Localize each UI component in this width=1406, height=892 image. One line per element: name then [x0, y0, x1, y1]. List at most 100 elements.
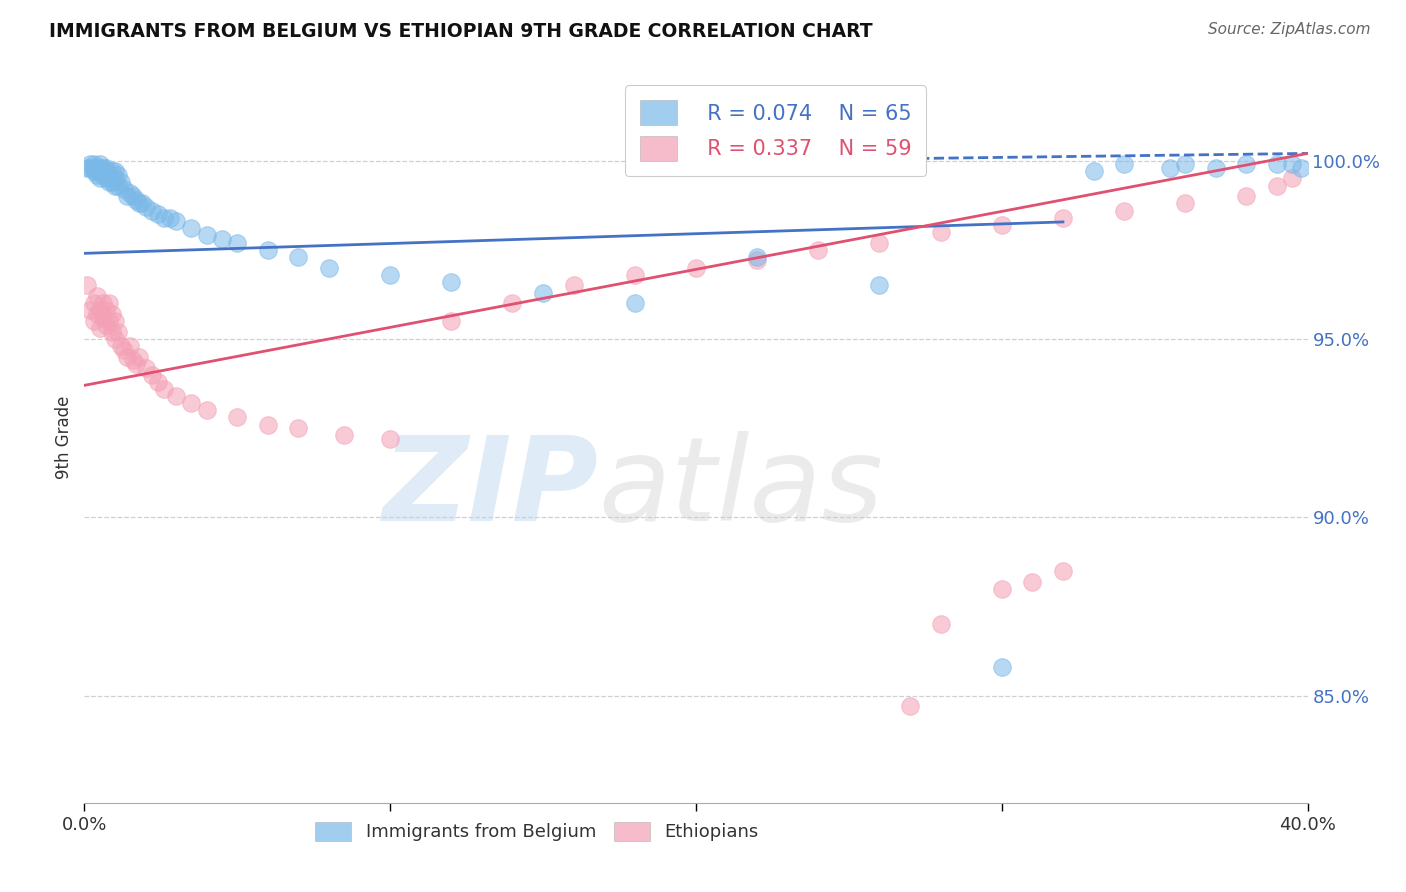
Point: [101, 164, 124, 178]
Text: ZIP: ZIP: [382, 431, 598, 546]
Point: [180, 221, 202, 235]
Point: [1236, 157, 1258, 171]
Point: [115, 189, 138, 203]
Point: [91, 164, 114, 178]
Point: [89, 164, 111, 178]
Point: [97, 168, 120, 182]
Point: [562, 278, 585, 293]
Point: [122, 189, 145, 203]
Point: [89, 157, 111, 171]
Point: [929, 225, 952, 239]
Point: [107, 168, 129, 182]
Point: [89, 161, 111, 175]
Point: [869, 235, 891, 250]
Point: [107, 325, 129, 339]
Point: [287, 421, 309, 435]
Point: [318, 260, 340, 275]
Point: [110, 175, 132, 189]
Point: [104, 314, 127, 328]
Point: [110, 339, 132, 353]
Point: [159, 211, 181, 225]
Point: [83, 164, 105, 178]
Point: [104, 164, 127, 178]
Point: [287, 250, 309, 264]
Point: [1021, 574, 1043, 589]
Point: [146, 375, 169, 389]
Point: [1052, 211, 1074, 225]
Point: [747, 253, 769, 268]
Point: [1265, 157, 1288, 171]
Point: [101, 175, 124, 189]
Point: [195, 403, 218, 417]
Legend: Immigrants from Belgium, Ethiopians: Immigrants from Belgium, Ethiopians: [308, 814, 766, 848]
Point: [89, 321, 111, 335]
Point: [94, 318, 117, 332]
Point: [991, 582, 1014, 596]
Point: [97, 175, 120, 189]
Point: [104, 171, 127, 186]
Point: [624, 268, 647, 282]
Point: [112, 343, 135, 357]
Point: [991, 660, 1014, 674]
Point: [807, 243, 830, 257]
Point: [1265, 178, 1288, 193]
Point: [83, 157, 105, 171]
Point: [1281, 171, 1303, 186]
Point: [101, 307, 124, 321]
Point: [94, 303, 117, 318]
Point: [502, 296, 524, 310]
Point: [131, 196, 153, 211]
Point: [440, 314, 463, 328]
Point: [141, 368, 163, 382]
Point: [1281, 157, 1303, 171]
Point: [76, 278, 98, 293]
Point: [153, 211, 176, 225]
Point: [86, 289, 108, 303]
Point: [112, 182, 135, 196]
Text: Source: ZipAtlas.com: Source: ZipAtlas.com: [1208, 22, 1371, 37]
Point: [115, 350, 138, 364]
Text: atlas: atlas: [598, 431, 883, 545]
Point: [141, 203, 163, 218]
Point: [153, 382, 176, 396]
Point: [76, 161, 98, 175]
Point: [1159, 161, 1181, 175]
Point: [1114, 203, 1136, 218]
Point: [257, 417, 280, 432]
Point: [79, 161, 101, 175]
Point: [135, 200, 157, 214]
Point: [91, 168, 114, 182]
Point: [226, 235, 249, 250]
Point: [1205, 161, 1227, 175]
Point: [257, 243, 280, 257]
Point: [120, 339, 142, 353]
Point: [122, 353, 145, 368]
Point: [747, 250, 769, 264]
Point: [79, 157, 101, 171]
Point: [898, 699, 921, 714]
Point: [125, 193, 148, 207]
Y-axis label: 9th Grade: 9th Grade: [55, 395, 73, 479]
Point: [97, 296, 120, 310]
Point: [104, 178, 127, 193]
Text: IMMIGRANTS FROM BELGIUM VS ETHIOPIAN 9TH GRADE CORRELATION CHART: IMMIGRANTS FROM BELGIUM VS ETHIOPIAN 9TH…: [49, 22, 873, 41]
Point: [89, 171, 111, 186]
Point: [165, 389, 187, 403]
Point: [146, 207, 169, 221]
Point: [869, 278, 891, 293]
Point: [1174, 196, 1197, 211]
Point: [531, 285, 554, 300]
Point: [180, 396, 202, 410]
Point: [991, 218, 1014, 232]
Point: [440, 275, 463, 289]
Point: [165, 214, 187, 228]
Point: [128, 196, 150, 211]
Point: [135, 360, 157, 375]
Point: [380, 432, 402, 446]
Point: [94, 171, 117, 186]
Point: [83, 296, 105, 310]
Point: [91, 310, 114, 325]
Point: [86, 307, 108, 321]
Point: [929, 617, 952, 632]
Point: [94, 161, 117, 175]
